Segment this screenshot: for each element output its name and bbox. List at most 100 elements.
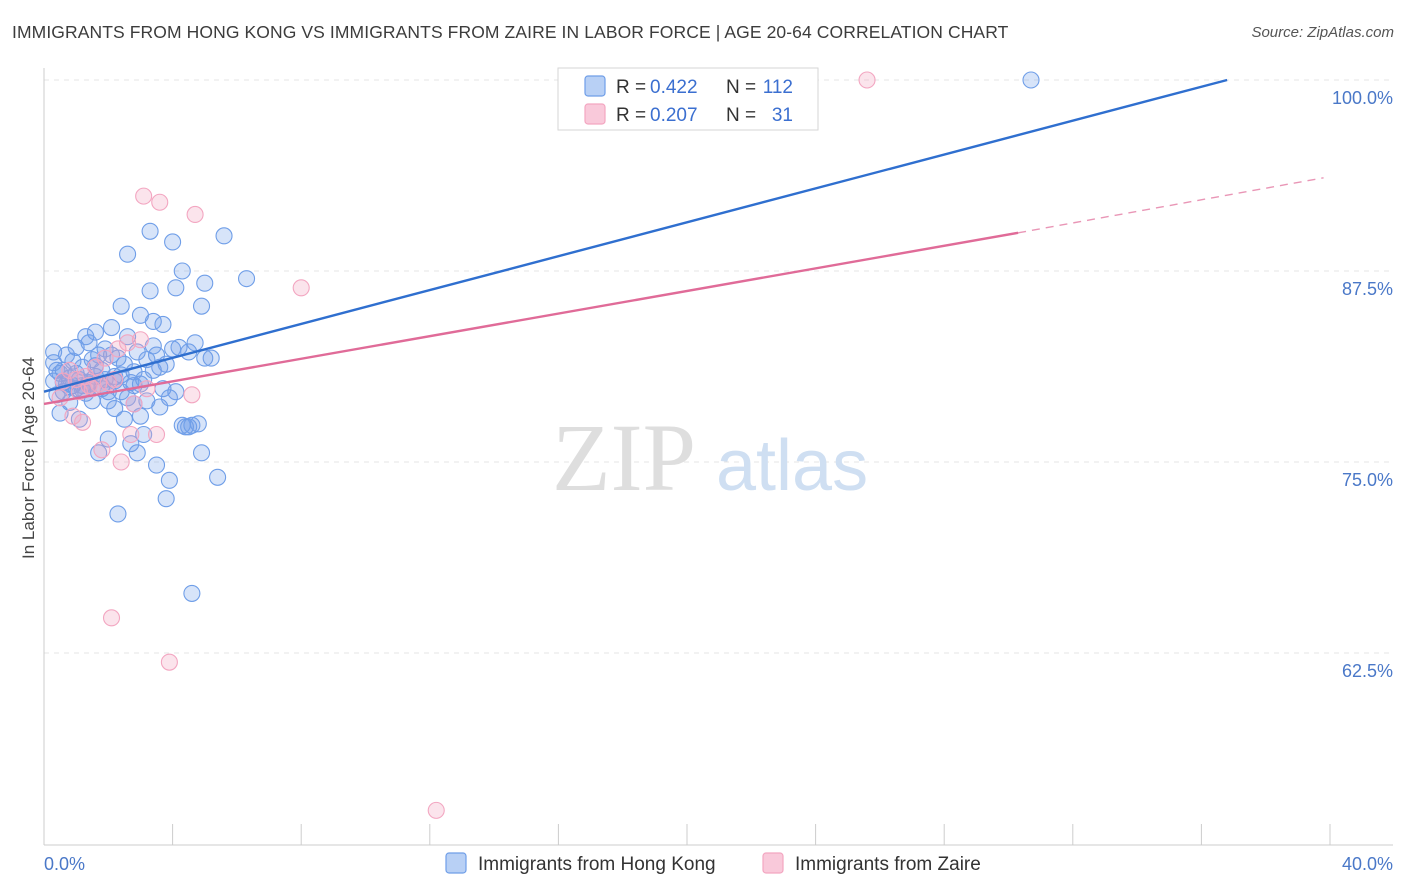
point-hong-kong-53 [128,444,146,462]
chart-title: IMMIGRANTS FROM HONG KONG VS IMMIGRANTS … [12,22,1009,42]
point-hong-kong-93 [209,468,227,486]
legend-swatch-zaire [584,103,606,125]
point-hong-kong-68 [154,315,172,334]
point-zaire-28 [186,205,204,224]
point-hong-kong-60 [141,282,159,300]
point-hong-kong-15 [67,338,85,356]
legend-n-value-1: 112 [763,77,793,98]
bottom-legend-label-hong-kong: Immigrants from Hong Kong [478,854,716,875]
point-hong-kong-79 [173,262,191,280]
point-hong-kong-88 [192,297,211,315]
legend-box: R = 0.422 N = 112 R = 0.207 N = 31 [557,67,819,131]
point-zaire-22 [122,425,140,444]
legend-n-label-1: N = [726,77,756,98]
legend-r-label-1: R = [616,77,646,98]
point-hong-kong-61 [141,222,159,240]
legend-n-value-2: 31 [772,105,793,126]
point-hong-kong-57 [135,425,153,444]
y-axis-title: In Labor Force | Age 20-64 [19,357,38,559]
point-hong-kong-73 [160,471,178,489]
point-hong-kong-34 [99,430,117,448]
point-hong-kong-49 [122,435,140,453]
point-zaire-23 [135,187,153,205]
point-hong-kong-89 [192,444,211,462]
point-zaire-19 [119,334,137,352]
point-zaire-6 [74,413,92,431]
point-zaire-13 [96,349,114,367]
bottom-legend-label-zaire: Immigrants from Zaire [795,854,981,875]
point-zaire-17 [109,340,127,358]
point-hong-kong-4 [51,404,69,422]
point-zaire-30 [292,279,310,297]
point-zaire-12 [93,441,111,459]
legend-swatch-hong-kong [584,75,606,97]
point-hong-kong-87 [189,415,207,433]
point-hong-kong-27 [86,323,104,341]
bottom-legend-swatch-zaire [762,852,784,874]
point-zaire-24 [138,380,156,398]
point-hong-kong-85 [183,584,201,602]
y-tick-label-0: 62.5% [1342,661,1393,681]
point-zaire-5 [70,383,88,401]
y-tick-label-2: 87.5% [1342,279,1393,299]
axes [43,68,1393,846]
point-hong-kong-1 [45,343,63,361]
point-hong-kong-33 [96,340,114,358]
point-hong-kong-40 [109,349,127,367]
point-zaire-20 [125,395,143,413]
trend-line-extension-zaire [1018,177,1324,234]
point-hong-kong-77 [167,279,185,297]
scatter-points [45,71,1040,819]
grid-lines: 62.5% 75.0% 87.5% 100.0% [44,79,1393,681]
legend-r-value-2: 0.207 [650,105,698,126]
point-hong-kong-90 [196,274,214,292]
point-zaire-2 [61,361,79,379]
point-zaire-18 [112,453,130,471]
source-label: Source: ZipAtlas.com [1251,24,1394,41]
point-hong-kong-42 [112,297,130,315]
trend-line-hong-kong [43,78,1228,393]
point-zaire-15 [102,609,121,627]
point-hong-kong-84 [183,416,201,434]
point-zaire-29 [183,386,201,404]
point-zaire-3 [64,407,82,425]
point-zaire-32 [858,71,876,89]
point-zaire-25 [147,425,166,444]
x-tick-label-min: 0.0% [44,854,85,874]
point-hong-kong-44 [115,410,133,428]
point-hong-kong-62 [144,312,162,330]
bottom-legend: Immigrants from Hong Kong Immigrants fro… [445,852,981,875]
legend-n-label-2: N = [726,105,756,126]
point-hong-kong-92 [202,349,220,367]
point-zaire-16 [106,370,124,389]
point-zaire-0 [51,389,69,407]
y-tick-label-1: 75.0% [1342,470,1393,490]
point-hong-kong-111 [1022,71,1040,89]
trend-line-zaire [43,231,1019,406]
point-hong-kong-29 [90,444,108,462]
x-tick-label-max: 40.0% [1342,854,1393,874]
point-hong-kong-22 [80,334,98,352]
point-hong-kong-39 [106,399,124,418]
point-zaire-21 [131,331,149,349]
point-hong-kong-86 [186,334,204,352]
point-zaire-27 [160,653,178,671]
legend-r-value-1: 0.422 [650,77,698,98]
point-hong-kong-70 [157,490,175,508]
point-hong-kong-94 [215,227,233,245]
point-hong-kong-75 [164,233,182,251]
point-hong-kong-76 [167,383,185,401]
point-hong-kong-95 [237,270,256,288]
point-hong-kong-41 [109,505,127,523]
point-zaire-31 [427,801,445,819]
point-hong-kong-72 [160,389,178,407]
watermark: ZIP atlas [552,404,868,511]
point-hong-kong-46 [119,328,137,346]
trend-lines [43,78,1324,406]
y-tick-label-3: 100.0% [1332,88,1393,108]
point-zaire-26 [151,193,169,211]
point-hong-kong-47 [119,245,137,263]
watermark-atlas: atlas [716,426,868,506]
legend-r-label-2: R = [616,105,646,126]
